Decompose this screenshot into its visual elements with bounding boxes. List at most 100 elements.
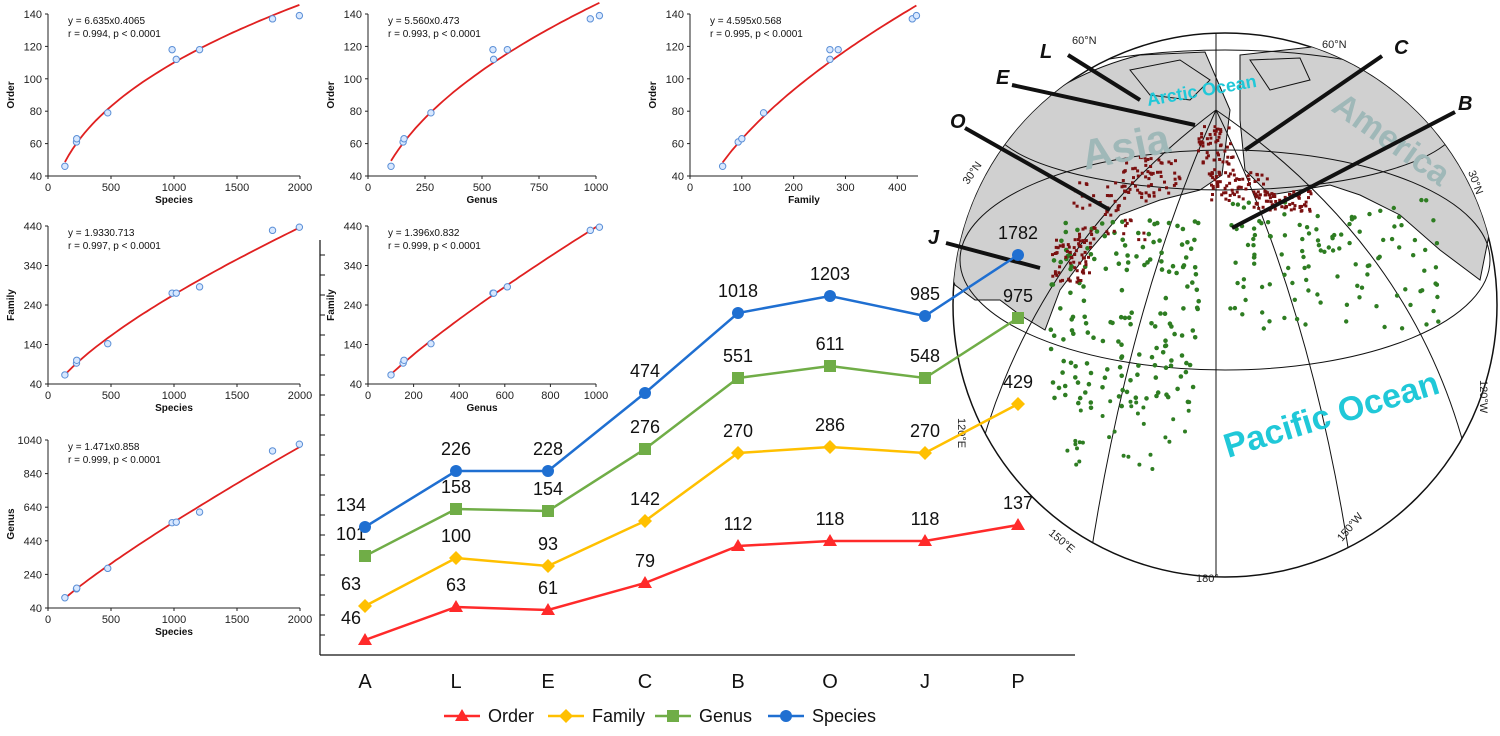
fit-curve (721, 4, 917, 164)
site-dot (1300, 236, 1305, 242)
site-dot (1051, 253, 1054, 257)
site-dot (1105, 367, 1110, 372)
site-dot (1241, 205, 1247, 210)
site-dot (1143, 156, 1147, 160)
data-marker (542, 505, 554, 517)
site-dot (1055, 273, 1059, 277)
site-dot (1114, 209, 1118, 213)
category-label: A (358, 671, 372, 693)
data-label: 1782 (998, 223, 1038, 243)
site-dot (1149, 354, 1155, 360)
site-dot (1126, 454, 1131, 459)
data-marker (542, 465, 554, 477)
site-dot (1078, 239, 1082, 243)
y-tick-label: 840 (24, 469, 42, 481)
site-dot (1308, 209, 1312, 213)
site-dot (1240, 312, 1245, 317)
data-marker (450, 465, 462, 477)
data-label: 100 (441, 526, 471, 546)
site-dot (1135, 372, 1140, 378)
site-dot (1081, 268, 1085, 272)
site-dot (1212, 158, 1216, 162)
site-dot (1211, 186, 1215, 190)
data-point (586, 226, 594, 235)
site-dot (1211, 193, 1214, 196)
site-dot (1201, 160, 1205, 164)
site-dot (1145, 260, 1150, 265)
x-tick-label: 0 (687, 182, 693, 194)
site-dot (1256, 190, 1260, 194)
site-dot (1073, 253, 1077, 256)
site-dot (1228, 306, 1233, 311)
site-dot (1169, 162, 1173, 166)
data-marker (1012, 312, 1024, 324)
site-dot (1131, 167, 1135, 171)
site-dot (1137, 352, 1142, 357)
site-dot (1213, 132, 1217, 136)
data-marker (450, 503, 462, 515)
site-dot (1053, 270, 1057, 274)
site-dot (1278, 198, 1282, 202)
site-dot (1233, 193, 1236, 197)
site-dot (1230, 201, 1236, 207)
data-point (268, 226, 277, 235)
site-dot (1374, 304, 1379, 309)
y-tick-label: 40 (350, 379, 362, 391)
site-dot (1175, 223, 1180, 229)
data-label: 118 (911, 509, 940, 529)
site-dot (1185, 240, 1190, 245)
sampling-sites-green (1048, 197, 1441, 471)
data-marker (824, 360, 836, 372)
category-label: O (822, 671, 838, 693)
legend-label: Family (592, 706, 645, 726)
y-tick-label: 40 (30, 603, 42, 615)
site-dot (1132, 176, 1135, 180)
site-dot (1183, 429, 1187, 434)
data-marker (919, 372, 931, 384)
fit-curve (64, 226, 300, 376)
site-dot (1080, 253, 1084, 257)
site-dot (1057, 271, 1061, 275)
site-dot (1063, 392, 1068, 398)
site-dot (1304, 277, 1309, 283)
site-dot (1394, 293, 1400, 298)
site-dot (1116, 261, 1122, 267)
site-dot (1192, 265, 1198, 270)
site-dot (1077, 395, 1083, 401)
y-tick-label: 80 (350, 106, 362, 118)
richness-line-chart: A L E C B O J P 46 63 61 79 112 118 118 137 63 100 93 142 27… (319, 223, 1075, 726)
site-dot (1169, 358, 1174, 363)
site-dot (1226, 155, 1230, 159)
site-dot (1286, 265, 1291, 271)
site-dot (1257, 196, 1261, 200)
site-dot (1142, 262, 1147, 268)
fit-annotation: r = 0.993, p < 0.0001 (388, 29, 481, 40)
site-dot (1262, 182, 1265, 186)
x-tick-label: 1000 (162, 182, 186, 194)
site-dot (1144, 159, 1148, 163)
site-dot (1330, 248, 1336, 253)
site-dot (1436, 319, 1441, 324)
site-dot (1255, 173, 1259, 177)
site-dot (1424, 198, 1429, 203)
site-dot (1217, 135, 1221, 139)
x-tick-label: 500 (102, 182, 120, 194)
site-dot (1163, 295, 1169, 301)
site-dot (1255, 194, 1259, 198)
y-tick-label: 240 (24, 300, 42, 312)
site-dot (1092, 237, 1096, 241)
site-dot (1120, 237, 1125, 243)
site-dot (1087, 255, 1090, 259)
site-dot (1267, 319, 1272, 324)
site-dot (1431, 308, 1436, 314)
site-dot (1088, 370, 1094, 376)
site-dot (1128, 218, 1132, 222)
site-dot (1194, 287, 1200, 293)
site-dot (1300, 248, 1305, 254)
site-dot (1134, 400, 1139, 405)
data-marker (919, 310, 931, 322)
site-dot (1116, 394, 1122, 399)
data-point (912, 11, 921, 20)
site-dot (1140, 244, 1146, 250)
site-dot (1222, 191, 1226, 195)
